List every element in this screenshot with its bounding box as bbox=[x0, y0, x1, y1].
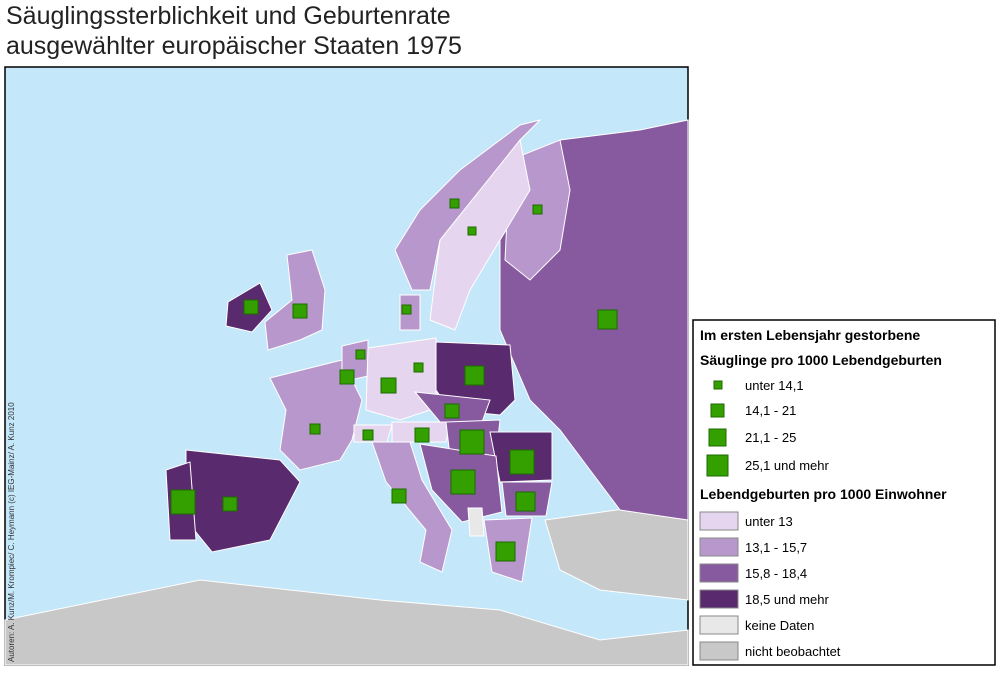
symbol bbox=[444, 403, 460, 419]
legend-item: 15,8 - 18,4 bbox=[745, 566, 807, 581]
legend-item: 18,5 und mehr bbox=[745, 592, 830, 607]
legend-swatch bbox=[699, 641, 739, 661]
legend-item: keine Daten bbox=[745, 618, 814, 633]
legend-symbol bbox=[713, 380, 723, 390]
legend-swatch bbox=[699, 615, 739, 635]
symbol bbox=[467, 226, 477, 236]
symbol bbox=[292, 303, 308, 319]
legend-box bbox=[692, 319, 996, 666]
symbol bbox=[597, 309, 618, 330]
symbol bbox=[413, 362, 424, 373]
legend-symbol bbox=[706, 454, 729, 477]
country bbox=[264, 249, 326, 351]
symbol bbox=[391, 488, 407, 504]
legend-item: unter 13 bbox=[745, 514, 793, 529]
legend-symbol bbox=[708, 428, 727, 447]
symbol bbox=[339, 369, 355, 385]
map bbox=[4, 66, 689, 666]
country bbox=[467, 507, 485, 537]
symbol bbox=[355, 349, 366, 360]
symbol bbox=[309, 423, 321, 435]
symbol bbox=[243, 299, 259, 315]
country bbox=[394, 119, 542, 291]
symbol bbox=[170, 489, 196, 515]
africa bbox=[4, 579, 689, 666]
symbol bbox=[495, 541, 516, 562]
legend-swatch bbox=[699, 537, 739, 557]
legend-title: Im ersten Lebensjahr gestorbene bbox=[700, 327, 920, 343]
legend-item: nicht beobachtet bbox=[745, 644, 841, 659]
title-line: Säuglingssterblichkeit und Geburtenrate bbox=[6, 2, 451, 30]
symbol bbox=[380, 377, 397, 394]
legend-item: unter 14,1 bbox=[745, 378, 804, 393]
legend-title: Säuglinge pro 1000 Lebendgeburten bbox=[700, 352, 942, 368]
legend-swatch bbox=[699, 589, 739, 609]
symbol bbox=[515, 491, 536, 512]
legend: Im ersten Lebensjahr gestorbene Säugling… bbox=[692, 319, 996, 666]
credit: Autoren: A. Kunz/M. Krompiec/ C. Heymann… bbox=[7, 402, 16, 662]
symbols bbox=[170, 198, 618, 562]
legend-swatch bbox=[699, 511, 739, 531]
legend-title: Lebendgeburten pro 1000 Einwohner bbox=[700, 486, 947, 502]
symbol bbox=[464, 365, 485, 386]
legend-item: 14,1 - 21 bbox=[745, 403, 796, 418]
title-line: ausgewählter europäischer Staaten 1975 bbox=[6, 32, 462, 60]
symbol bbox=[509, 449, 535, 475]
symbol bbox=[449, 198, 460, 209]
country bbox=[365, 337, 437, 421]
legend-item: 21,1 - 25 bbox=[745, 430, 796, 445]
legend-symbol bbox=[710, 403, 725, 418]
symbol bbox=[222, 496, 238, 512]
symbol bbox=[414, 427, 430, 443]
symbol bbox=[450, 469, 476, 495]
legend-swatch bbox=[699, 563, 739, 583]
symbol bbox=[532, 204, 543, 215]
symbol bbox=[401, 304, 412, 315]
legend-item: 25,1 und mehr bbox=[745, 458, 830, 473]
legend-item: 13,1 - 15,7 bbox=[745, 540, 807, 555]
symbol bbox=[459, 429, 485, 455]
symbol bbox=[362, 429, 374, 441]
